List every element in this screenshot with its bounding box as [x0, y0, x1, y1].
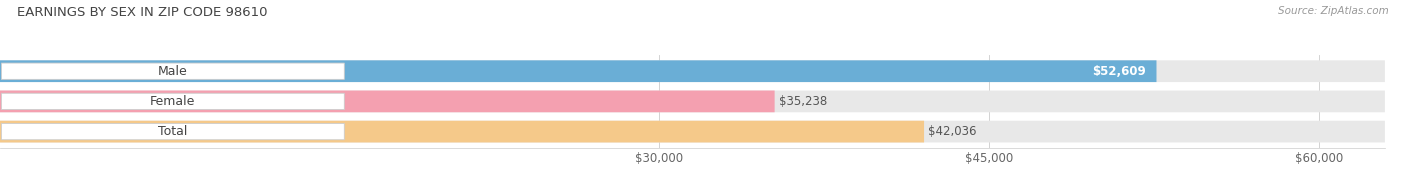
- FancyBboxPatch shape: [0, 90, 1385, 112]
- Text: Male: Male: [157, 65, 188, 78]
- FancyBboxPatch shape: [0, 121, 1385, 143]
- Text: EARNINGS BY SEX IN ZIP CODE 98610: EARNINGS BY SEX IN ZIP CODE 98610: [17, 6, 267, 19]
- FancyBboxPatch shape: [1, 93, 344, 110]
- FancyBboxPatch shape: [1, 123, 344, 140]
- Text: Source: ZipAtlas.com: Source: ZipAtlas.com: [1278, 6, 1389, 16]
- FancyBboxPatch shape: [0, 121, 924, 143]
- FancyBboxPatch shape: [0, 90, 775, 112]
- Text: Female: Female: [150, 95, 195, 108]
- FancyBboxPatch shape: [1, 63, 344, 79]
- FancyBboxPatch shape: [0, 60, 1157, 82]
- Text: $35,238: $35,238: [779, 95, 827, 108]
- FancyBboxPatch shape: [0, 60, 1385, 82]
- Text: Total: Total: [157, 125, 187, 138]
- Text: $42,036: $42,036: [928, 125, 977, 138]
- Text: $52,609: $52,609: [1091, 65, 1146, 78]
